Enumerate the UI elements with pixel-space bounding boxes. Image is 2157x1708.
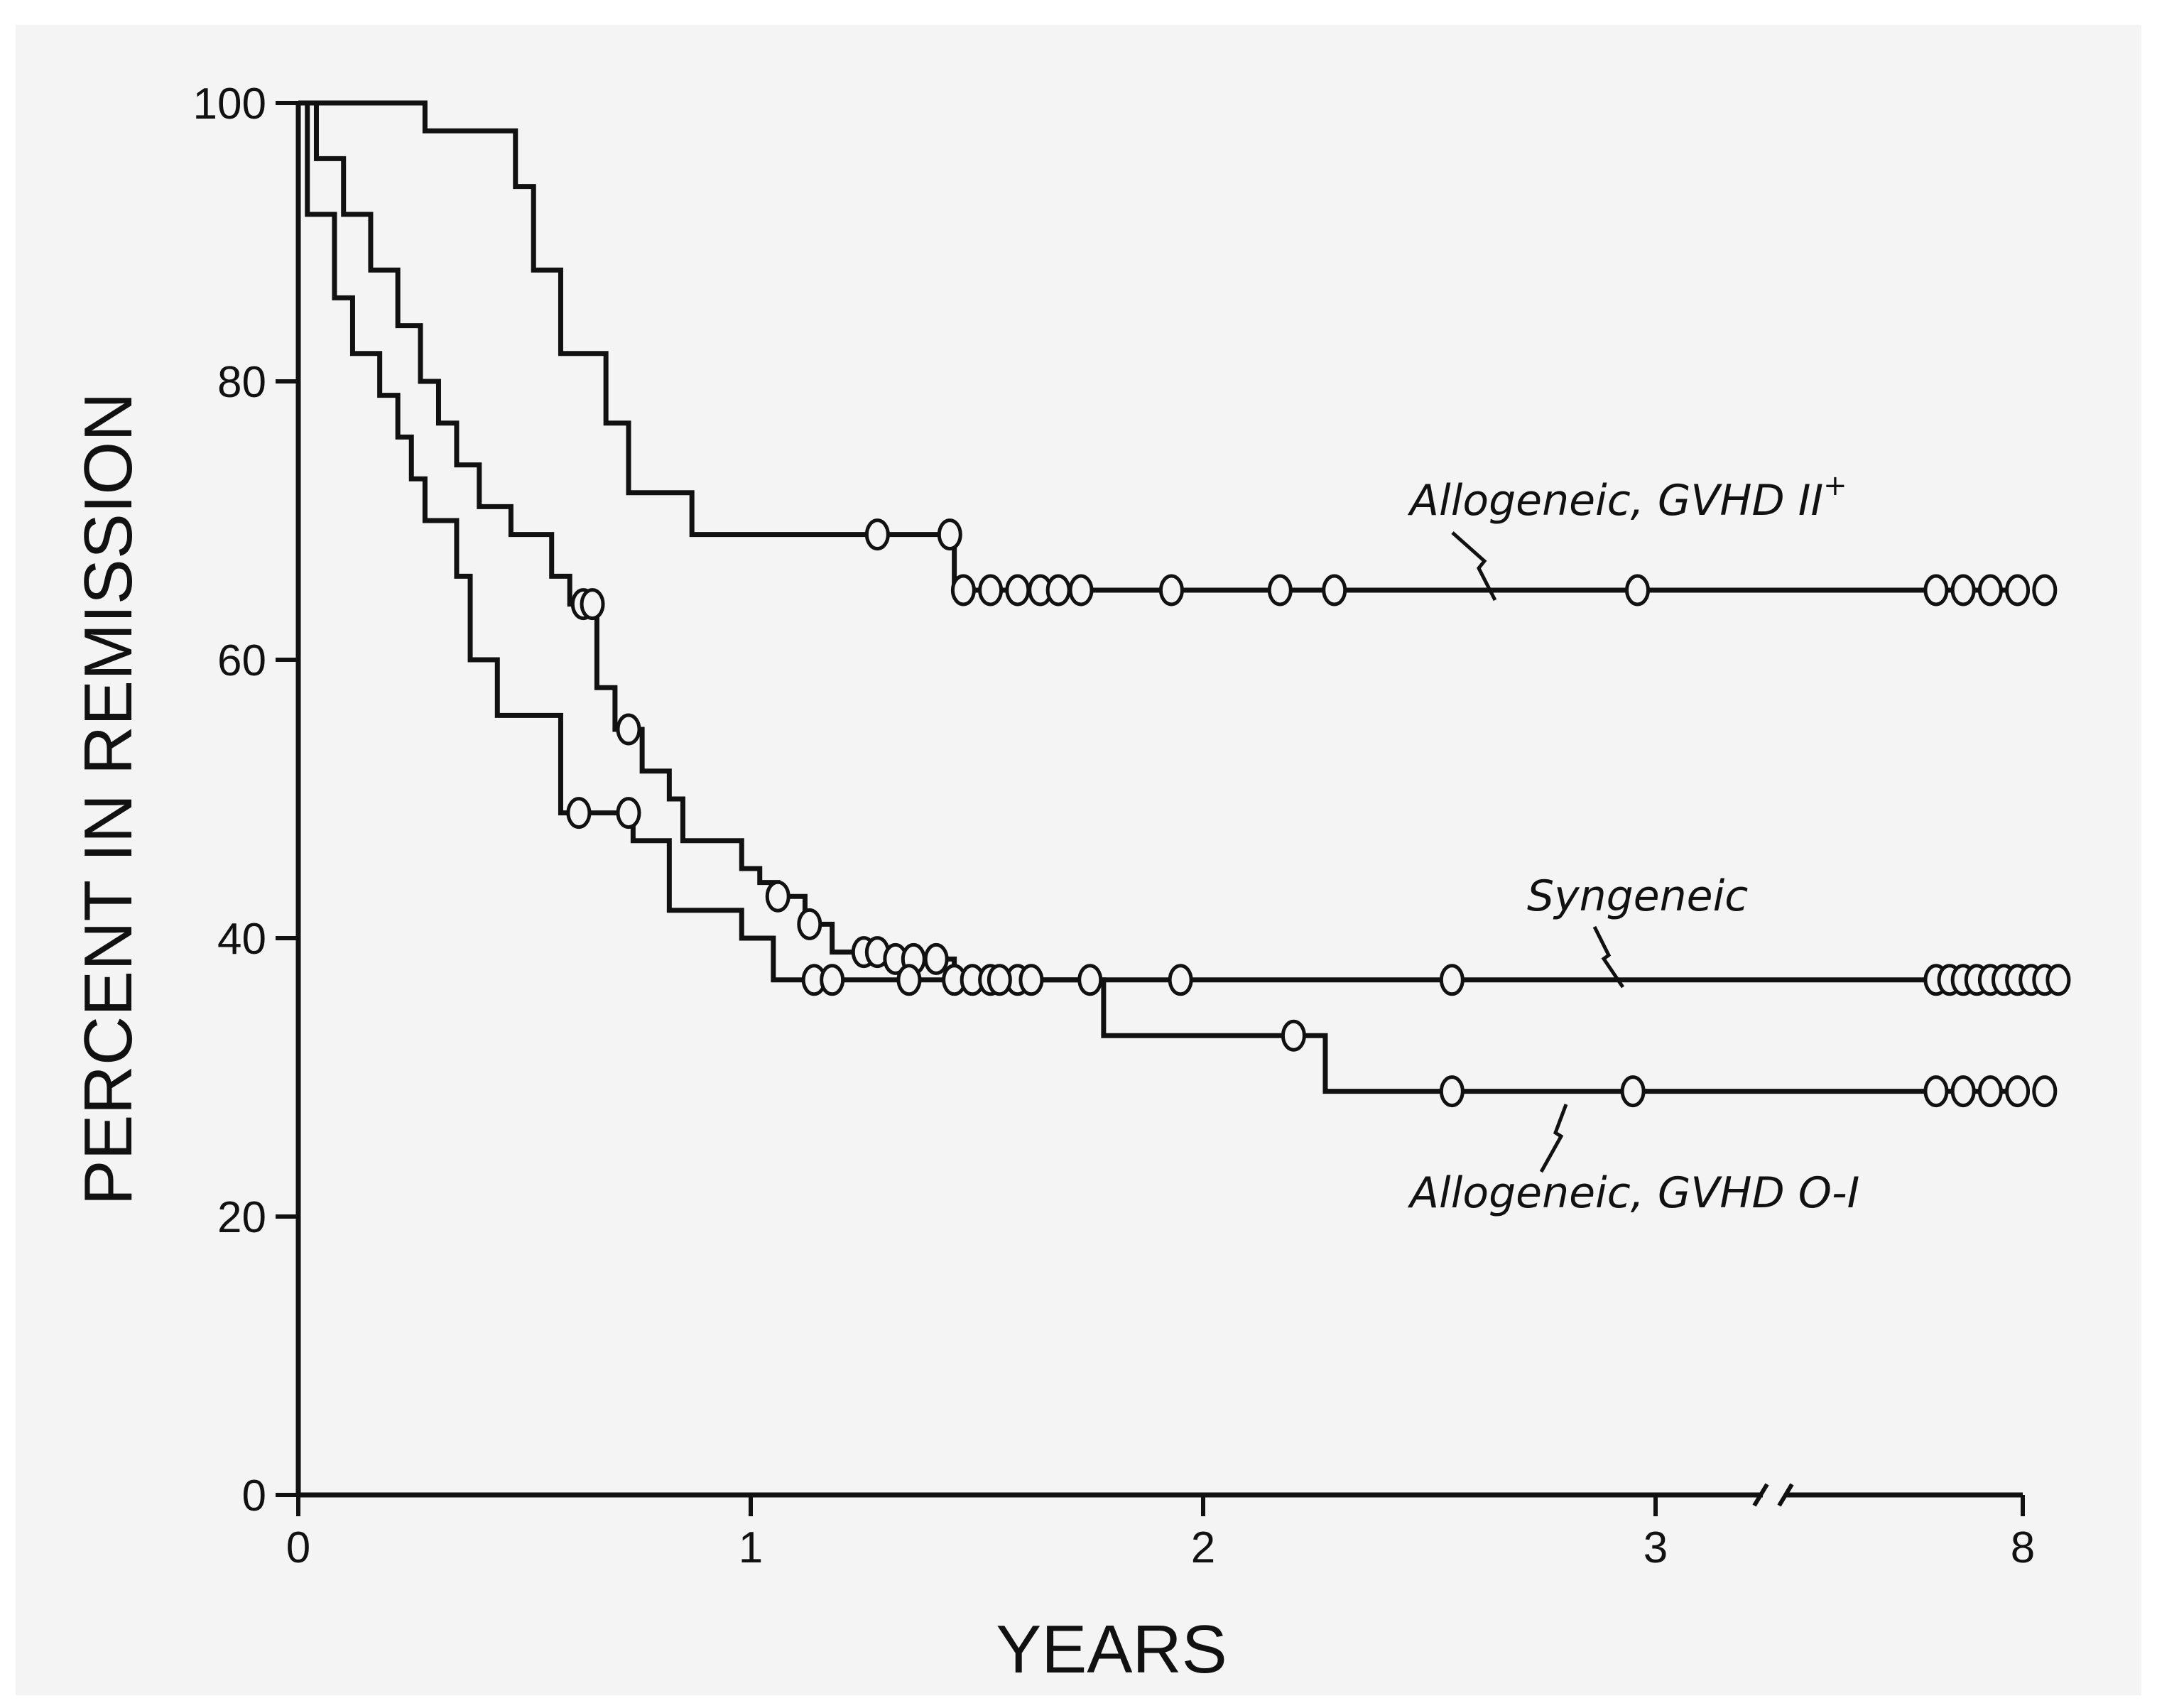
y-tick-label-100: 100 — [193, 80, 266, 129]
censor-marker-s0-14 — [1977, 574, 2003, 606]
censor-marker-s2-1 — [616, 797, 641, 829]
censor-markers — [566, 518, 2071, 1108]
censor-marker-s1-1 — [580, 588, 605, 621]
y-tick-label-20: 20 — [217, 1193, 266, 1242]
censor-marker-s0-15 — [2005, 574, 2031, 606]
censor-marker-s0-16 — [2032, 574, 2058, 606]
censor-marker-s0-12 — [1923, 574, 1949, 606]
series-annotations: Allogeneic, GVHD II+ Syngeneic Allogenei… — [1407, 469, 1859, 1218]
censor-marker-s2-9 — [1620, 1075, 1646, 1108]
censor-marker-s2-5 — [987, 964, 1012, 996]
x-tick-label-3: 3 — [1643, 1523, 1668, 1572]
series-label-gvhd-2-plus: Allogeneic, GVHD II+ — [1407, 469, 1847, 526]
x-tick-label-2: 2 — [1191, 1523, 1215, 1572]
leader-line-gvhd-0-1 — [1539, 1104, 1568, 1173]
series-line-1 — [298, 100, 2023, 983]
series-line-2 — [298, 100, 2023, 1094]
censor-marker-s1-4 — [797, 908, 822, 940]
censor-marker-s2-3 — [820, 964, 845, 996]
censor-marker-s1-15 — [1168, 964, 1193, 996]
series-label-syngeneic: Syngeneic — [1527, 871, 1748, 921]
censor-marker-s2-12 — [1977, 1075, 2003, 1108]
censor-marker-s0-0 — [864, 518, 890, 551]
censor-marker-s0-7 — [1068, 574, 1094, 606]
censor-marker-s0-6 — [1045, 574, 1071, 606]
y-tick-label-60: 60 — [217, 636, 266, 685]
censor-marker-s2-6 — [1018, 964, 1044, 996]
x-tick-label-1: 1 — [739, 1523, 763, 1572]
x-axis-title: YEARS — [996, 1611, 1227, 1687]
censor-marker-s0-9 — [1267, 574, 1293, 606]
censor-marker-s2-13 — [2005, 1075, 2031, 1108]
censor-marker-s0-8 — [1158, 574, 1184, 606]
censor-marker-s2-14 — [2032, 1075, 2058, 1108]
y-axis-title: PERCENT IN REMISSION — [70, 392, 146, 1205]
censor-marker-s2-10 — [1923, 1075, 1949, 1108]
censor-marker-s1-9 — [923, 942, 949, 975]
censor-marker-s0-1 — [937, 518, 962, 551]
censor-marker-s0-3 — [978, 574, 1004, 606]
censor-marker-s1-2 — [616, 713, 641, 746]
y-tick-label-40: 40 — [217, 915, 266, 964]
y-tick-label-0: 0 — [242, 1472, 266, 1521]
censor-marker-s1-16 — [1439, 964, 1465, 996]
chart-background — [16, 25, 2141, 1695]
censor-marker-s2-8 — [1439, 1075, 1465, 1108]
series-label-gvhd-0-1: Allogeneic, GVHD O-I — [1407, 1168, 1859, 1218]
censor-marker-s0-4 — [1005, 574, 1031, 606]
censor-marker-s2-4 — [896, 964, 922, 996]
x-tick-label-0: 0 — [286, 1523, 310, 1572]
censor-marker-s1-3 — [765, 880, 790, 913]
x-tick-label-8: 8 — [2011, 1523, 2035, 1572]
censor-marker-s1-26 — [2045, 964, 2071, 996]
axes — [295, 103, 2023, 1507]
axis-ticks: 0 20 40 60 80 100 0 1 2 3 8 — [193, 80, 2036, 1572]
series-line-0 — [298, 100, 2023, 593]
censor-marker-s2-11 — [1950, 1075, 1976, 1108]
censor-marker-s2-0 — [566, 797, 592, 829]
censor-marker-s0-2 — [950, 574, 976, 606]
x-axis-break-mark — [1752, 1483, 1794, 1507]
survival-curves — [298, 100, 2023, 1094]
censor-marker-s0-10 — [1322, 574, 1347, 606]
leader-line-syngeneic — [1592, 925, 1625, 989]
censor-marker-s2-7 — [1281, 1019, 1306, 1052]
censor-marker-s0-11 — [1625, 574, 1651, 606]
y-tick-label-80: 80 — [217, 358, 266, 407]
censor-marker-s1-14 — [1077, 964, 1103, 996]
leader-line-gvhd-2-plus — [1451, 531, 1497, 602]
censor-marker-s0-13 — [1950, 574, 1976, 606]
